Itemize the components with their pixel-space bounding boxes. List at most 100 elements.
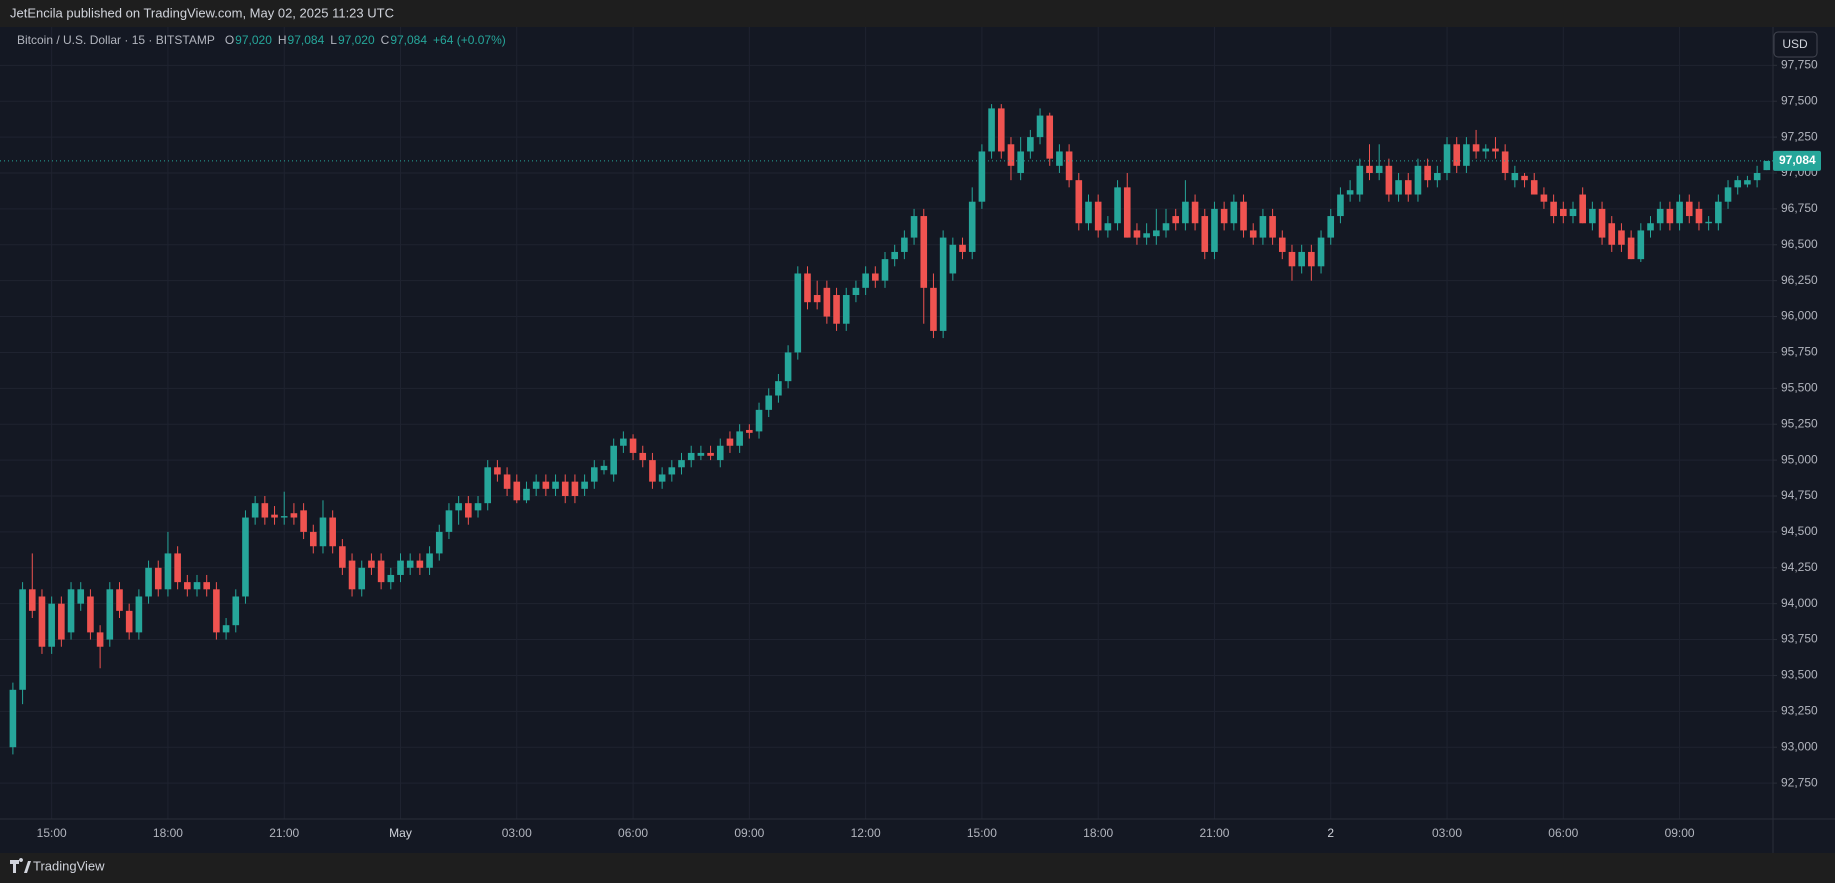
candle-body [1482, 148, 1490, 152]
candle-body [1123, 187, 1131, 238]
candle-body [319, 517, 327, 547]
y-tick-label: 97,250 [1781, 129, 1818, 143]
candle-body [1162, 223, 1170, 231]
candle-body [862, 273, 869, 288]
candle-body [997, 108, 1005, 152]
candle-body [184, 582, 191, 590]
x-tick-label: 21:00 [1199, 826, 1229, 840]
candle-body [232, 596, 240, 626]
candle-body [38, 596, 46, 647]
last-price-label: 97,084 [1779, 153, 1816, 167]
candle-body [523, 488, 530, 501]
candle-body [503, 474, 511, 489]
candle-body [784, 352, 792, 382]
candle-body [300, 510, 307, 532]
candle-body [542, 481, 550, 489]
legend-key: H [278, 33, 287, 47]
candle-body [1647, 223, 1654, 231]
candle-body [1501, 151, 1509, 173]
candle-body [1434, 172, 1441, 181]
candle-body [1065, 151, 1073, 181]
candle-body [358, 567, 366, 590]
candle-body [1637, 230, 1645, 260]
candle-body [1734, 180, 1742, 188]
legend-value: 97,020 [338, 33, 375, 47]
candle-body [1172, 216, 1179, 224]
candle-body [435, 531, 443, 554]
candle-body [445, 510, 453, 532]
candle-body [1007, 144, 1015, 166]
candle-body [649, 460, 656, 482]
candle-body [116, 589, 123, 611]
candle-body [1346, 190, 1354, 195]
currency-button[interactable] [1773, 31, 1818, 58]
candle-body [271, 514, 278, 518]
candle-body [1298, 251, 1305, 267]
candle-body [67, 589, 75, 633]
candle-body [988, 108, 995, 152]
candle-body [968, 201, 976, 252]
x-tick-label: 2 [1327, 826, 1334, 840]
candle-body [901, 237, 908, 252]
candle-body [1288, 251, 1296, 267]
candle-body [1560, 208, 1567, 217]
candle-body [455, 503, 462, 511]
candle-body [1569, 208, 1577, 217]
candle-body [775, 381, 782, 396]
candle-body [949, 244, 957, 274]
candle-body [1414, 165, 1422, 195]
candle-body [852, 287, 860, 296]
header-bar [0, 0, 1835, 27]
candle-body [474, 503, 482, 511]
candle-body [145, 567, 152, 597]
y-tick-label: 94,000 [1781, 596, 1818, 610]
y-tick-label: 95,000 [1781, 452, 1818, 466]
candle-body [1230, 201, 1238, 224]
candle-body [930, 287, 937, 331]
candle-body [1666, 208, 1674, 224]
candle-body [426, 553, 433, 568]
legend-change: +64 (+0.07%) [433, 33, 506, 47]
candle-body [174, 553, 181, 583]
candle-body [1676, 201, 1683, 224]
x-tick-label: 03:00 [1432, 826, 1462, 840]
candle-body [1521, 175, 1528, 181]
candle-body [1579, 194, 1586, 224]
y-tick-label: 96,500 [1781, 237, 1818, 251]
candle-body [1404, 180, 1412, 195]
candle-body [203, 582, 210, 590]
candle-body [959, 244, 966, 252]
candle-body [494, 467, 501, 475]
x-tick-label: 18:00 [153, 826, 183, 840]
candle-body [1308, 251, 1315, 267]
x-tick-label: 21:00 [269, 826, 299, 840]
candle-body [1492, 148, 1499, 152]
candle-body [1036, 115, 1044, 138]
x-tick-label: 12:00 [851, 826, 881, 840]
candle-body [1046, 115, 1054, 159]
candle-body [581, 481, 588, 489]
x-tick-label: 15:00 [967, 826, 997, 840]
candle-body [513, 481, 521, 501]
candle-body [28, 589, 36, 611]
currency-label[interactable]: USD [1782, 37, 1808, 51]
legend-key: C [381, 33, 390, 47]
candle-body [1220, 208, 1228, 224]
candle-body [106, 589, 114, 640]
candle-body [222, 625, 230, 633]
footer-brand: TradingView [33, 858, 105, 873]
y-tick-label: 96,250 [1781, 273, 1818, 287]
y-tick-label: 97,500 [1781, 93, 1818, 107]
candle-body [1385, 165, 1393, 195]
candle-body [1540, 194, 1548, 202]
candle-body [368, 560, 375, 568]
candle-body [668, 467, 676, 475]
candle-body [1395, 180, 1402, 195]
candle-body [1550, 201, 1557, 217]
candle-body [629, 438, 637, 453]
candle-body [1327, 216, 1335, 238]
x-tick-label: 03:00 [502, 826, 532, 840]
candle-body [765, 395, 773, 410]
